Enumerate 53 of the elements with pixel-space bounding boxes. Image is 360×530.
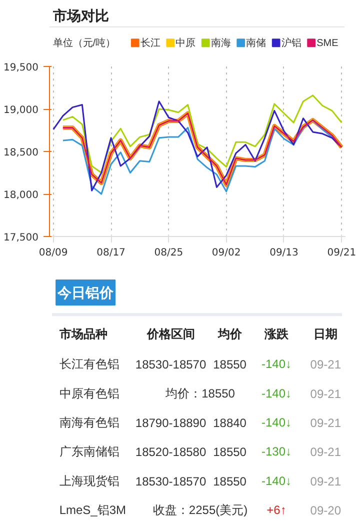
text: 09-20 <box>310 504 342 518</box>
x-tick-label: 08/09 <box>38 248 68 258</box>
x-tick-label: 09/21 <box>327 248 356 258</box>
text: -140↓ <box>261 386 292 401</box>
text: 09-21 <box>310 444 342 459</box>
text: 09-21 <box>310 416 342 430</box>
y-tick-label: 18,000 <box>4 190 39 201</box>
text: -140↓ <box>261 416 292 430</box>
x-tick-label: 08/17 <box>96 248 126 258</box>
text: 18790-18890 <box>135 416 206 430</box>
text: 18550 <box>213 474 247 489</box>
y-tick-label: 19,500 <box>4 62 39 74</box>
x-tick-label: 09/13 <box>270 248 298 258</box>
text: 09-21 <box>310 357 342 372</box>
text: -140↓ <box>261 356 292 371</box>
text: 18840 <box>213 416 247 430</box>
text: 广东南储铝 <box>59 444 120 458</box>
y-tick-label: 19,000 <box>4 105 39 116</box>
text: 18520-18580 <box>135 444 206 459</box>
text: 中原有色铝 <box>59 386 120 401</box>
text: 南海有色铝 <box>59 416 120 430</box>
text: 价格区间 <box>146 326 195 341</box>
legend-label: 南储 <box>246 36 266 49</box>
legend-label: 沪铝 <box>281 36 302 49</box>
text: 18550 <box>213 444 247 459</box>
legend-label: SME <box>316 38 339 49</box>
text: 涨跌 <box>263 326 290 341</box>
text: 18550 <box>213 357 247 372</box>
text: 上海现货铝 <box>59 474 120 488</box>
text: LmeS_铝3M <box>59 503 126 518</box>
text: 09-21 <box>310 387 342 402</box>
y-tick-label: 17,500 <box>4 232 39 244</box>
text: 今日铝价 <box>56 284 115 300</box>
text: 09-21 <box>310 474 342 489</box>
chart-title: 市场对比 <box>52 7 109 24</box>
x-tick-label: 09/02 <box>212 248 241 258</box>
text: -140↓ <box>261 474 292 488</box>
text: 日期 <box>314 326 338 341</box>
y-tick-label: 18,500 <box>4 148 39 158</box>
text: 市场品种 <box>58 326 108 341</box>
text: 18530-18570 <box>135 474 206 489</box>
text: 长江有色铝 <box>59 356 120 371</box>
text: -130↓ <box>261 444 292 458</box>
text: 18530-18570 <box>135 357 206 372</box>
text: 收盘：2255(美元) <box>152 503 248 518</box>
x-tick-label: 08/25 <box>154 248 184 258</box>
text: 均价：18550 <box>164 386 236 401</box>
legend-label: 中原 <box>176 36 196 49</box>
text: +6↑ <box>266 503 286 518</box>
legend-label: 南海 <box>210 36 231 49</box>
text: 均价 <box>216 326 243 341</box>
legend-label: 长江 <box>140 36 160 49</box>
y-axis-title: 单位（元/吨） <box>52 36 116 49</box>
